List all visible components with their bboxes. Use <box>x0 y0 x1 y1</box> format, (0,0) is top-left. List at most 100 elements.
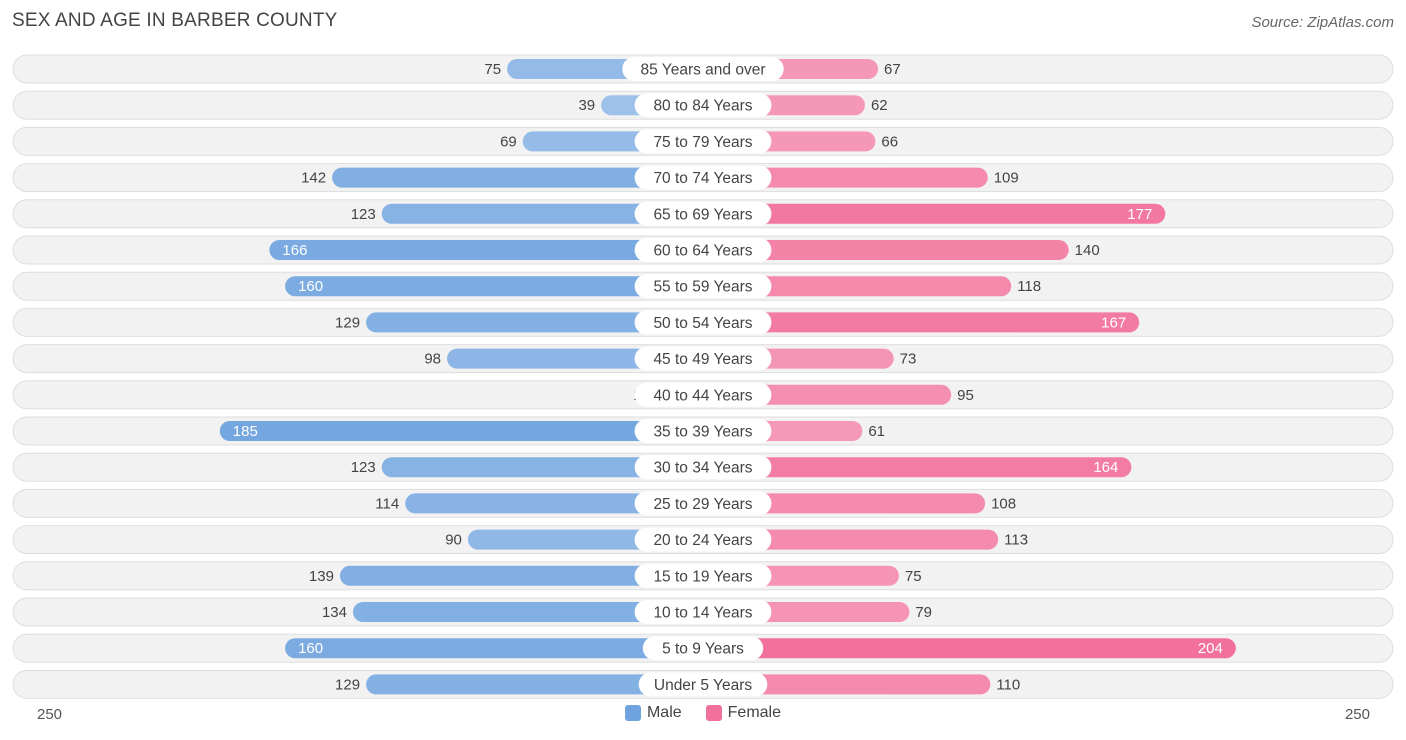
value-label-female: 109 <box>994 170 1019 187</box>
value-label-female: 66 <box>881 133 898 150</box>
category-label-pill <box>634 129 772 154</box>
chart-title: SEX AND AGE IN BARBER COUNTY <box>12 10 338 31</box>
bar-male <box>366 674 713 695</box>
category-label: 55 to 59 Years <box>653 279 752 296</box>
legend-swatch-male <box>624 705 641 721</box>
category-label: 75 to 79 Years <box>653 134 752 151</box>
value-label-male: 142 <box>301 170 326 187</box>
category-label-pill <box>642 636 764 661</box>
category-label: 15 to 19 Years <box>653 568 752 585</box>
value-label-female: 73 <box>900 351 917 368</box>
bar-female <box>693 457 1132 478</box>
value-label-female: 167 <box>1101 314 1126 331</box>
value-label-male: 139 <box>309 568 334 585</box>
value-label-male: 114 <box>375 495 399 512</box>
bar-female <box>693 203 1166 224</box>
value-label-female: 79 <box>915 604 932 621</box>
value-label-male: 129 <box>335 676 360 693</box>
category-label: 85 Years and over <box>641 62 766 79</box>
value-label-male: 134 <box>322 604 347 621</box>
category-label: 65 to 69 Years <box>653 206 752 223</box>
category-label: 35 to 39 Years <box>653 424 752 441</box>
value-label-female: 95 <box>957 387 974 404</box>
legend-label-female: Female <box>727 704 782 721</box>
value-label-male: 75 <box>484 61 501 78</box>
axis-left-max-label: 250 <box>37 706 63 723</box>
category-label: 45 to 49 Years <box>653 351 752 368</box>
value-label-female: 204 <box>1198 640 1223 657</box>
value-label-female: 140 <box>1075 242 1100 259</box>
bar-female <box>693 674 991 695</box>
value-label-female: 118 <box>1017 278 1041 295</box>
category-label-pill <box>634 310 772 335</box>
value-label-male: 123 <box>351 206 376 223</box>
value-label-female: 110 <box>996 676 1020 693</box>
value-label-female: 164 <box>1093 459 1118 476</box>
value-label-female: 67 <box>884 61 901 78</box>
bar-male <box>285 638 713 659</box>
value-label-male: 69 <box>500 133 517 150</box>
bar-male <box>381 457 713 478</box>
value-label-male: 166 <box>282 242 307 259</box>
category-label-pill <box>634 419 772 443</box>
category-label: 20 to 24 Years <box>653 532 752 549</box>
value-label-male: 129 <box>335 314 360 331</box>
value-label-female: 62 <box>871 97 888 114</box>
value-label-male: 90 <box>445 532 462 549</box>
bar-female <box>693 240 1069 260</box>
category-label-pill <box>634 455 772 480</box>
category-label: 30 to 34 Years <box>653 460 752 477</box>
category-label-pill <box>634 563 772 588</box>
value-label-male: 39 <box>578 97 595 114</box>
bar-male <box>339 565 713 586</box>
category-label-pill <box>634 527 772 552</box>
category-label: 40 to 44 Years <box>653 387 752 404</box>
bar-male <box>381 203 713 224</box>
category-label-pill <box>622 57 784 81</box>
bar-male <box>332 167 713 188</box>
chart-legend: Male Female <box>0 704 1406 722</box>
category-label-pill <box>634 93 772 118</box>
value-label-male: 98 <box>424 351 441 368</box>
chart-source: Source: ZipAtlas.com <box>1251 14 1394 31</box>
legend-swatch-female <box>705 705 722 721</box>
value-label-female: 61 <box>868 423 885 440</box>
legend-item-male: Male <box>624 704 682 722</box>
bar-male <box>285 276 713 297</box>
axis-right-max-label: 250 <box>1344 706 1370 723</box>
category-label-pill <box>634 201 772 226</box>
category-label-pill <box>634 600 772 624</box>
category-label: 5 to 9 Years <box>662 641 744 658</box>
bar-male <box>366 312 713 333</box>
value-label-female: 177 <box>1127 206 1152 223</box>
value-label-female: 113 <box>1004 532 1028 549</box>
bar-female <box>693 638 1236 659</box>
category-label: 70 to 74 Years <box>653 170 752 187</box>
category-label: 80 to 84 Years <box>653 98 752 115</box>
category-label-pill <box>634 382 772 407</box>
category-label: Under 5 Years <box>654 677 752 694</box>
category-label: 25 to 29 Years <box>653 496 752 513</box>
category-label-pill <box>634 274 772 299</box>
category-label: 50 to 54 Years <box>653 315 752 332</box>
category-label-pill <box>634 346 772 371</box>
value-label-male: 160 <box>298 640 323 657</box>
legend-item-female: Female <box>705 704 782 722</box>
bar-female <box>693 276 1012 297</box>
bar-male <box>352 602 713 622</box>
category-label-pill <box>634 491 772 516</box>
legend-label-male: Male <box>646 704 682 721</box>
value-label-female: 108 <box>991 495 1016 512</box>
category-label: 60 to 64 Years <box>653 243 752 260</box>
category-label-pill <box>638 672 768 697</box>
value-label-male: 123 <box>351 459 376 476</box>
bar-male <box>269 240 713 260</box>
bar-male <box>219 421 713 441</box>
category-label-pill <box>634 238 772 262</box>
value-label-female: 75 <box>905 568 922 585</box>
bar-female <box>693 312 1140 333</box>
category-label-pill <box>634 165 772 190</box>
value-label-male: 185 <box>233 423 258 440</box>
value-label-male: 160 <box>298 278 323 295</box>
